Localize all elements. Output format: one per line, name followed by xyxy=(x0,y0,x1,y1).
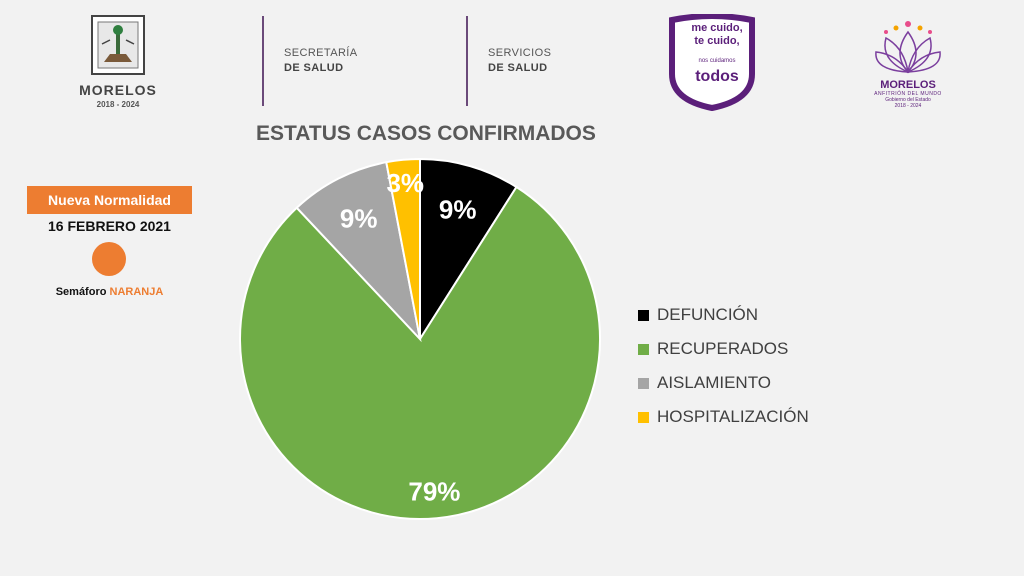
government-logo-years: 2018 - 2024 xyxy=(894,103,922,109)
semaforo-dot xyxy=(92,242,126,276)
pie-slice-3 xyxy=(385,157,421,340)
pie-slice-0 xyxy=(419,157,518,343)
legend-item-1: RECUPERADOS xyxy=(638,332,809,366)
pie-slice-2 xyxy=(295,161,422,343)
dept-secretaria: SECRETARÍA DE SALUD xyxy=(284,46,357,76)
government-logo-name: MORELOS xyxy=(880,79,936,91)
shield-icon xyxy=(669,13,755,112)
chart-title: ESTATUS CASOS CONFIRMADOS xyxy=(256,122,596,145)
legend-item-0: DEFUNCIÓN xyxy=(638,298,809,332)
semaforo-color: NARANJA xyxy=(109,286,164,298)
dept-servicios-line1: SERVICIOS xyxy=(488,47,552,59)
divider-line xyxy=(466,16,468,106)
legend-swatch-1 xyxy=(638,343,649,355)
semaforo-text: Semáforo NARANJA xyxy=(27,286,192,298)
legend-swatch-3 xyxy=(638,411,649,423)
legend-label-1: RECUPERADOS xyxy=(657,339,789,358)
chart-legend: DEFUNCIÓN RECUPERADOS AISLAMIENTO HOSPITALI… xyxy=(638,298,809,434)
legend-item-2: AISLAMIENTO xyxy=(638,366,809,400)
pie-data-label-2: 9% xyxy=(340,204,378,234)
morelos-logo-years: 2018 - 2024 xyxy=(96,100,140,109)
dept-servicios-line2: DE SALUD xyxy=(488,62,548,74)
pie-data-label-3: 3% xyxy=(386,168,424,198)
campaign-line4: todos xyxy=(695,68,739,85)
legend-label-2: AISLAMIENTO xyxy=(657,373,771,392)
morelos-logo: MORELOS 2018 - 2024 xyxy=(70,14,166,109)
coat-of-arms-icon xyxy=(91,15,145,75)
legend-swatch-0 xyxy=(638,309,649,321)
government-logo-tagline: ANFITRIÓN DEL MUNDO xyxy=(874,91,942,97)
government-logo-sub: Gobierno del Estado xyxy=(885,97,931,103)
morelos-logo-name: MORELOS xyxy=(79,82,157,98)
lotus-icon xyxy=(875,21,941,74)
dept-secretaria-line1: SECRETARÍA xyxy=(284,47,358,59)
semaforo-label: Semáforo xyxy=(55,286,107,298)
legend-item-3: HOSPITALIZACIÓN xyxy=(638,400,809,434)
legend-label-0: DEFUNCIÓN xyxy=(657,305,759,324)
campaign-line2: te cuido, xyxy=(694,35,740,47)
nueva-normalidad-badge: Nueva Normalidad xyxy=(27,186,192,214)
legend-swatch-2 xyxy=(638,377,649,389)
government-logo: MORELOS ANFITRIÓN DEL MUNDO Gobierno del… xyxy=(868,14,948,109)
pie-data-label-0: 9% xyxy=(439,194,477,224)
report-date: 16 FEBRERO 2021 xyxy=(48,218,171,234)
campaign-badge: me cuido, te cuido, nos cuidamos todos xyxy=(666,13,758,117)
pie-data-label-1: 79% xyxy=(408,476,460,506)
divider-line xyxy=(262,16,264,106)
campaign-line1: me cuido, xyxy=(691,22,743,34)
dept-servicios: SERVICIOS DE SALUD xyxy=(488,46,551,76)
campaign-line3: nos cuidamos xyxy=(698,58,736,64)
pie-slice-1 xyxy=(239,185,601,520)
dept-secretaria-line2: DE SALUD xyxy=(284,62,344,74)
legend-label-3: HOSPITALIZACIÓN xyxy=(657,407,809,426)
